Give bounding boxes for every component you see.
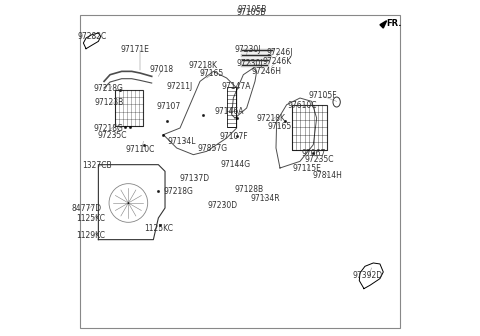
Text: 97235C: 97235C — [304, 155, 334, 164]
Text: 97218K: 97218K — [256, 114, 285, 123]
Text: 97107F: 97107F — [219, 132, 248, 141]
Text: 97392D: 97392D — [352, 271, 383, 280]
Polygon shape — [380, 21, 386, 28]
Text: 97230D: 97230D — [208, 201, 238, 210]
Text: 97218K: 97218K — [189, 61, 218, 70]
Text: 97067: 97067 — [302, 149, 326, 158]
Text: FR.: FR. — [386, 18, 401, 28]
Text: 97018: 97018 — [150, 65, 174, 74]
Text: 97211J: 97211J — [167, 82, 193, 91]
Text: 97105B: 97105B — [238, 5, 267, 14]
Text: 97171E: 97171E — [120, 45, 149, 54]
Text: 97282C: 97282C — [77, 32, 107, 41]
Bar — [228, 87, 236, 127]
Text: 1327CB: 1327CB — [83, 161, 112, 170]
Text: 97218G: 97218G — [94, 124, 123, 133]
Text: 1125KC: 1125KC — [76, 214, 105, 223]
Text: 97230J: 97230J — [237, 58, 263, 68]
Text: 97610C: 97610C — [288, 101, 317, 110]
Text: 97246K: 97246K — [262, 57, 291, 66]
Text: 97246J: 97246J — [267, 47, 293, 56]
Text: 97107: 97107 — [156, 102, 180, 111]
Bar — [292, 105, 326, 150]
Bar — [115, 90, 144, 126]
Text: 97134L: 97134L — [168, 137, 196, 146]
Text: 97165: 97165 — [267, 122, 291, 131]
Text: 97105F: 97105F — [308, 91, 337, 100]
Text: 97123B: 97123B — [95, 97, 124, 107]
Text: 97165: 97165 — [200, 69, 224, 78]
Text: 97235C: 97235C — [98, 131, 128, 140]
Text: 1125KC: 1125KC — [144, 224, 173, 233]
Text: 97218G: 97218G — [94, 84, 123, 92]
Text: 97814H: 97814H — [312, 171, 342, 180]
Text: 97115E: 97115E — [292, 164, 321, 173]
Text: 1129KC: 1129KC — [76, 231, 105, 240]
Text: 84777D: 84777D — [72, 204, 102, 213]
Text: 97146A: 97146A — [215, 107, 244, 116]
Text: 97105B: 97105B — [237, 7, 266, 16]
Text: 97218G: 97218G — [163, 187, 193, 197]
Text: 97110C: 97110C — [125, 145, 155, 154]
Text: 97144G: 97144G — [221, 160, 251, 168]
Text: 97134R: 97134R — [250, 194, 280, 203]
Text: 97246H: 97246H — [252, 67, 282, 76]
Text: 97147A: 97147A — [221, 82, 251, 91]
Text: 97137D: 97137D — [180, 174, 210, 183]
Text: 97128B: 97128B — [235, 185, 264, 194]
Text: 97857G: 97857G — [198, 144, 228, 153]
Text: 97230J: 97230J — [234, 45, 261, 54]
